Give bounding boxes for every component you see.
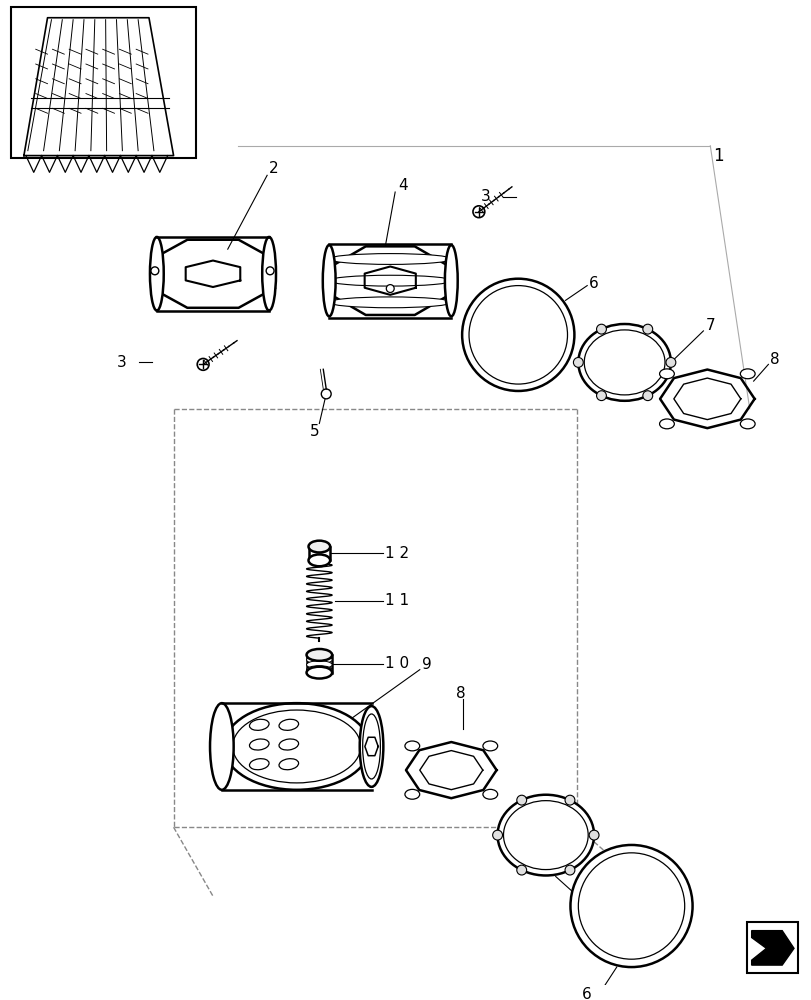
Ellipse shape xyxy=(740,369,754,379)
Text: 3: 3 xyxy=(480,189,490,204)
Circle shape xyxy=(469,286,567,384)
Ellipse shape xyxy=(323,245,335,316)
Ellipse shape xyxy=(577,324,670,401)
Ellipse shape xyxy=(150,237,164,311)
Text: 4: 4 xyxy=(397,178,407,193)
Ellipse shape xyxy=(740,419,754,429)
Ellipse shape xyxy=(584,330,664,395)
Ellipse shape xyxy=(328,254,451,264)
Ellipse shape xyxy=(308,554,330,566)
Circle shape xyxy=(492,830,502,840)
Circle shape xyxy=(642,324,652,334)
Text: 8: 8 xyxy=(770,352,779,367)
Bar xyxy=(11,7,196,158)
Circle shape xyxy=(321,389,331,399)
Ellipse shape xyxy=(363,714,380,779)
Ellipse shape xyxy=(328,275,451,286)
Text: 1 2: 1 2 xyxy=(385,546,409,561)
Text: 1 1: 1 1 xyxy=(385,593,409,608)
Ellipse shape xyxy=(210,703,234,790)
Ellipse shape xyxy=(307,666,332,674)
Text: 5: 5 xyxy=(309,424,319,439)
Circle shape xyxy=(665,357,675,367)
Circle shape xyxy=(197,358,208,370)
Ellipse shape xyxy=(307,656,332,664)
Circle shape xyxy=(516,795,526,805)
Ellipse shape xyxy=(483,789,497,799)
Circle shape xyxy=(151,267,159,275)
Circle shape xyxy=(461,279,573,391)
Text: 2: 2 xyxy=(268,161,278,176)
Circle shape xyxy=(596,391,606,401)
Ellipse shape xyxy=(249,719,268,730)
Circle shape xyxy=(472,206,484,218)
Ellipse shape xyxy=(279,739,298,750)
Ellipse shape xyxy=(224,703,369,790)
Bar xyxy=(746,922,797,973)
Text: 1 0: 1 0 xyxy=(385,656,409,671)
Text: 1: 1 xyxy=(712,147,723,165)
Ellipse shape xyxy=(279,759,298,770)
Ellipse shape xyxy=(307,667,332,679)
Circle shape xyxy=(642,391,652,401)
Text: 6: 6 xyxy=(589,276,599,291)
Ellipse shape xyxy=(659,419,673,429)
Ellipse shape xyxy=(249,739,268,750)
Circle shape xyxy=(596,324,606,334)
Ellipse shape xyxy=(483,741,497,751)
Ellipse shape xyxy=(503,801,587,870)
Ellipse shape xyxy=(497,795,594,875)
Circle shape xyxy=(564,865,574,875)
Ellipse shape xyxy=(233,710,360,783)
Circle shape xyxy=(589,830,599,840)
Ellipse shape xyxy=(308,541,330,552)
Circle shape xyxy=(266,267,273,275)
Circle shape xyxy=(564,795,574,805)
Ellipse shape xyxy=(279,719,298,730)
Text: 9: 9 xyxy=(421,657,431,672)
Ellipse shape xyxy=(444,245,457,316)
Circle shape xyxy=(577,853,684,959)
Circle shape xyxy=(516,865,526,875)
Ellipse shape xyxy=(405,741,419,751)
Ellipse shape xyxy=(405,789,419,799)
Circle shape xyxy=(570,845,692,967)
Ellipse shape xyxy=(262,237,276,311)
Text: 7: 7 xyxy=(705,318,714,333)
Ellipse shape xyxy=(328,297,451,308)
Ellipse shape xyxy=(307,661,332,669)
Ellipse shape xyxy=(359,706,383,787)
Text: 6: 6 xyxy=(581,987,591,1000)
Text: 7: 7 xyxy=(577,892,586,907)
Ellipse shape xyxy=(307,649,332,661)
Ellipse shape xyxy=(249,759,268,770)
Text: 3: 3 xyxy=(117,355,127,370)
Ellipse shape xyxy=(659,369,673,379)
Polygon shape xyxy=(751,931,793,965)
Text: 8: 8 xyxy=(456,686,466,701)
Circle shape xyxy=(386,285,393,292)
Circle shape xyxy=(573,357,582,367)
